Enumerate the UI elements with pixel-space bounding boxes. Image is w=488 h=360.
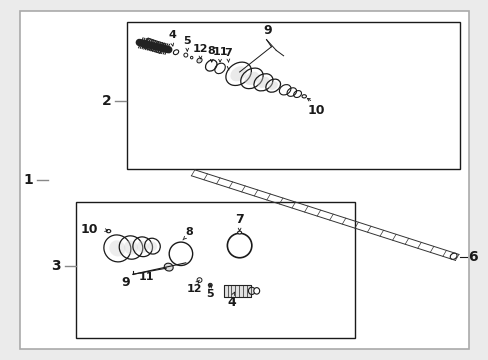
Ellipse shape <box>244 72 259 85</box>
Polygon shape <box>223 285 250 297</box>
Ellipse shape <box>209 284 211 286</box>
Text: 9: 9 <box>263 24 271 37</box>
Text: 4: 4 <box>227 296 236 309</box>
Ellipse shape <box>257 77 269 88</box>
Text: 5: 5 <box>183 36 191 46</box>
Text: 11: 11 <box>212 47 227 57</box>
Ellipse shape <box>123 240 138 255</box>
Ellipse shape <box>197 278 202 282</box>
Text: 4: 4 <box>168 30 176 40</box>
Text: 12: 12 <box>192 44 208 54</box>
Text: 6: 6 <box>467 251 477 264</box>
Ellipse shape <box>230 66 246 81</box>
Text: 12: 12 <box>186 284 202 294</box>
Ellipse shape <box>208 283 212 287</box>
Text: 9: 9 <box>122 276 130 289</box>
Ellipse shape <box>106 230 110 233</box>
Ellipse shape <box>268 81 277 90</box>
Text: 7: 7 <box>224 48 232 58</box>
Ellipse shape <box>253 288 259 294</box>
Ellipse shape <box>197 58 202 63</box>
Bar <box>127 22 459 169</box>
Text: 7: 7 <box>235 213 244 226</box>
Polygon shape <box>142 38 165 53</box>
Text: 3: 3 <box>51 260 61 273</box>
Ellipse shape <box>237 231 241 234</box>
Text: 5: 5 <box>206 289 214 299</box>
Text: 8: 8 <box>185 226 193 237</box>
Ellipse shape <box>248 287 255 294</box>
Bar <box>76 202 354 338</box>
Text: 10: 10 <box>307 104 325 117</box>
Text: 10: 10 <box>80 223 98 236</box>
Ellipse shape <box>137 241 148 253</box>
Text: 2: 2 <box>102 94 111 108</box>
Text: 11: 11 <box>139 272 154 282</box>
Text: 8: 8 <box>207 46 215 56</box>
Ellipse shape <box>302 95 306 98</box>
Ellipse shape <box>109 240 125 256</box>
Ellipse shape <box>449 253 456 259</box>
Ellipse shape <box>173 50 178 55</box>
Ellipse shape <box>164 263 173 271</box>
Text: 1: 1 <box>23 173 33 187</box>
Ellipse shape <box>190 57 192 59</box>
Ellipse shape <box>147 242 157 251</box>
Ellipse shape <box>183 53 187 57</box>
